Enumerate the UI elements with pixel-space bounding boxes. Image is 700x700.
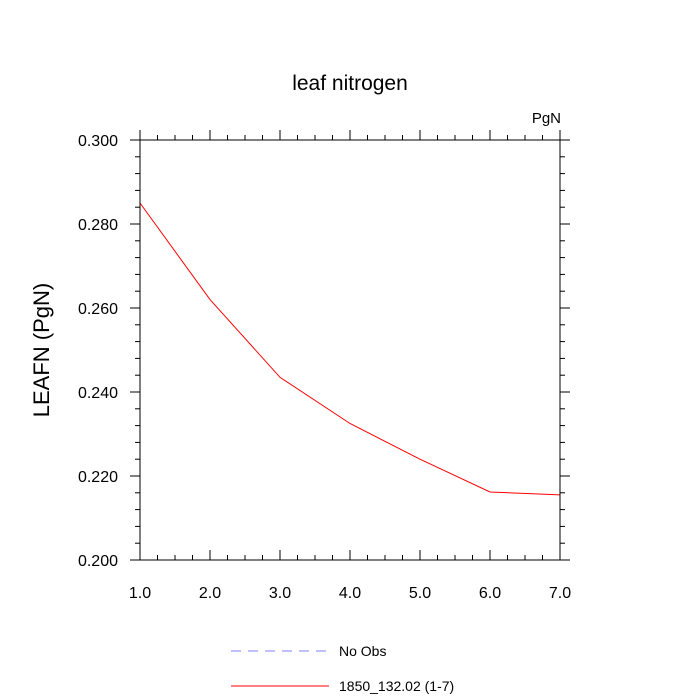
y-tick-label: 0.280 [78,217,118,234]
x-tick-label: 6.0 [479,585,501,602]
series-line-0 [139,202,561,496]
legend-label-1: 1850_132.02 (1-7) [339,678,454,694]
legend: No Obs 1850_132.02 (1-7) [231,643,454,694]
y-tick-label: 0.240 [78,385,118,402]
x-tick-label: 5.0 [409,585,431,602]
y-tick-label: 0.300 [78,133,118,150]
x-tick-label: 3.0 [269,585,291,602]
chart-title: leaf nitrogen [292,72,408,95]
y-tick-label: 0.260 [78,301,118,318]
x-tick-label: 2.0 [199,585,221,602]
data-series [139,202,561,496]
x-tick-label: 1.0 [129,585,151,602]
x-tick-label: 4.0 [339,585,361,602]
units-label: PgN [532,110,561,127]
x-tick-label: 7.0 [549,585,571,602]
axis-ticks [130,130,570,561]
y-tick-label: 0.200 [78,553,118,570]
y-axis-label: LEAFN (PgN) [29,283,54,417]
axis-tick-labels: 1.0 2.0 3.0 4.0 5.0 6.0 7.0 0.200 0.220 0.240 0.26… [78,133,571,602]
plot-frame [139,139,561,561]
y-tick-label: 0.220 [78,469,118,486]
legend-label-0: No Obs [339,643,386,659]
